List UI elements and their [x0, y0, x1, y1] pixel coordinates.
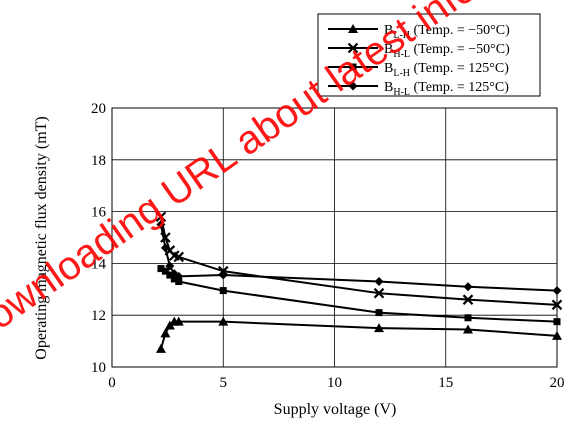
y-tick-label: 12 — [91, 308, 106, 324]
data-point — [373, 287, 385, 299]
legend-label-sub: H-L — [393, 87, 410, 98]
data-point — [552, 286, 562, 296]
x-marker-stroke — [160, 232, 171, 243]
data-point — [155, 211, 167, 223]
legend: BL-H (Temp. = −50°C)BH-L (Temp. = −50°C)… — [317, 13, 541, 98]
x-marker-stroke — [551, 299, 563, 311]
data-point — [174, 271, 184, 281]
legend-label: BH-L (Temp. = 125°C) — [384, 80, 509, 98]
legend-marker — [347, 42, 359, 54]
legend-item-2: BH-L (Temp. = −50°C) — [328, 42, 510, 60]
data-point — [462, 294, 474, 305]
legend-label-main: B — [384, 61, 393, 76]
x-marker-stroke — [373, 287, 385, 299]
x-tick-label: 5 — [220, 375, 228, 391]
data-point — [218, 316, 229, 326]
series-4 — [156, 220, 562, 296]
data-point — [160, 328, 171, 338]
x-marker-stroke — [155, 211, 167, 223]
legend-label-sub: L-H — [393, 30, 410, 41]
data-point — [463, 324, 473, 334]
x-axis-label: Supply voltage (V) — [274, 401, 397, 418]
data-point — [173, 251, 185, 263]
x-tick-label: 10 — [327, 375, 342, 391]
legend-label-main: B — [384, 80, 393, 95]
legend-label-tail: (Temp. = −50°C) — [410, 42, 510, 57]
legend-item-1: BL-H (Temp. = −50°C) — [328, 23, 510, 41]
legend-item-4: BH-L (Temp. = 125°C) — [328, 80, 509, 98]
data-point — [463, 282, 473, 292]
x-marker-stroke — [347, 42, 359, 54]
legend-label-sub: L-H — [393, 68, 410, 79]
data-point — [166, 271, 174, 279]
data-point — [161, 267, 169, 275]
data-point — [374, 277, 384, 287]
series-3 — [157, 265, 561, 326]
data-point — [374, 323, 384, 333]
data-point — [464, 314, 472, 322]
legend-marker — [348, 81, 358, 91]
series-1 — [155, 316, 562, 353]
legend-label-main: B — [384, 23, 393, 38]
y-tick-label: 20 — [91, 101, 106, 117]
data-point — [218, 270, 228, 280]
data-point — [165, 261, 175, 271]
legend-label-sub: H-L — [393, 49, 410, 60]
data-point — [219, 287, 227, 295]
legend-marker — [349, 63, 357, 71]
legend-item-3: BL-H (Temp. = 125°C) — [328, 61, 509, 79]
legend-label: BL-H (Temp. = 125°C) — [384, 61, 509, 79]
data-point — [156, 220, 166, 230]
x-tick-label: 0 — [108, 375, 116, 391]
legend-marker — [348, 24, 358, 33]
data-point — [375, 309, 383, 317]
data-point — [160, 243, 170, 253]
legend-label-tail: (Temp. = 125°C) — [410, 61, 509, 76]
tick-labels: 0 5 10 15 20 10 12 14 16 18 20 — [91, 101, 565, 391]
data-point — [170, 275, 178, 283]
x-tick-label: 20 — [550, 375, 565, 391]
x-marker-stroke — [173, 251, 185, 263]
series-layer — [155, 211, 563, 353]
x-marker-stroke — [169, 250, 180, 261]
y-tick-label: 10 — [91, 360, 106, 376]
data-point — [157, 265, 165, 273]
y-axis-label: Operating magnetic flux density (mT) — [33, 116, 50, 359]
y-tick-label: 18 — [91, 153, 106, 169]
y-tick-label: 16 — [91, 205, 107, 221]
legend-label-tail: (Temp. = −50°C) — [410, 23, 510, 38]
y-tick-label: 14 — [91, 256, 107, 272]
x-marker-stroke — [462, 294, 474, 305]
legend-label-tail: (Temp. = 125°C) — [410, 80, 509, 95]
data-point — [552, 330, 562, 340]
legend-label: BL-H (Temp. = −50°C) — [384, 23, 510, 41]
x-tick-label: 15 — [438, 375, 453, 391]
legend-label-main: B — [384, 42, 393, 57]
data-point — [173, 316, 184, 326]
data-point — [551, 299, 563, 311]
data-point — [175, 278, 183, 286]
data-point — [553, 318, 561, 326]
data-point — [155, 343, 166, 353]
legend-label: BH-L (Temp. = −50°C) — [384, 42, 510, 60]
